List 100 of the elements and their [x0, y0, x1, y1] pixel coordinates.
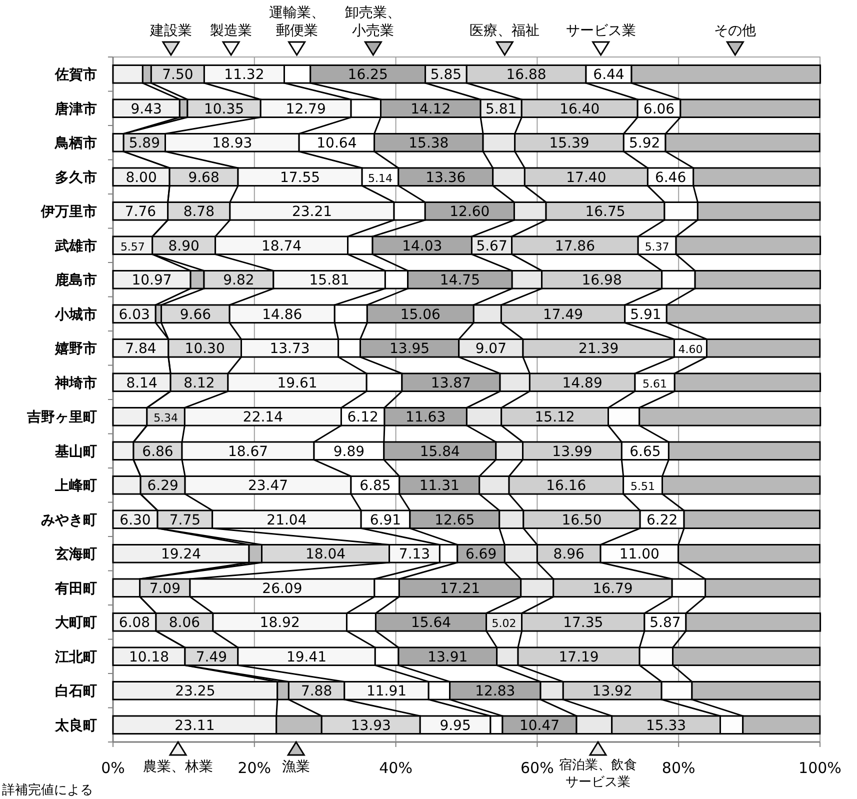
data-label: 10.64 [316, 136, 357, 152]
data-label: 13.95 [390, 341, 430, 358]
data-label: 23.47 [248, 478, 288, 494]
data-label: 22.14 [242, 410, 284, 426]
y-tick-label: 太良町 [54, 716, 97, 734]
data-label: 10.30 [184, 341, 225, 358]
data-label: 11.63 [406, 410, 446, 426]
data-label: 11.32 [224, 67, 264, 84]
y-tick-label: 玄海町 [54, 546, 97, 563]
data-label: 15.33 [646, 718, 686, 734]
data-label: 6.22 [646, 512, 678, 528]
data-label: 6.06 [643, 101, 675, 118]
x-tick-label: 0% [101, 759, 125, 777]
data-label: 10.47 [519, 718, 560, 734]
data-label: 26.09 [262, 580, 302, 597]
data-label: 8.96 [553, 546, 585, 563]
data-label: 14.12 [410, 101, 451, 118]
data-label: 5.89 [128, 136, 160, 152]
data-label: 5.87 [650, 615, 681, 632]
y-tick-label: 小城市 [54, 306, 97, 323]
data-label: 6.91 [370, 512, 402, 528]
x-tick-label: 100% [798, 759, 842, 777]
data-label: 7.09 [149, 580, 181, 597]
data-label: 5.61 [642, 377, 668, 390]
legend-label: 宿泊業、飲食サービス業 [559, 758, 637, 790]
data-label: 9.66 [180, 306, 212, 323]
data-label: 21.39 [578, 341, 619, 358]
data-label: 5.57 [120, 240, 145, 254]
data-label: 17.40 [566, 170, 606, 186]
data-label: 12.83 [475, 684, 516, 700]
data-label: 12.65 [434, 512, 475, 528]
data-label: 16.88 [506, 67, 546, 84]
data-label: 12.79 [286, 101, 326, 118]
data-label: 11.31 [419, 478, 460, 494]
data-label: 5.02 [492, 617, 516, 630]
data-label: 14.89 [562, 375, 602, 392]
data-label: 17.21 [440, 580, 480, 597]
data-label: 15.38 [408, 136, 449, 152]
data-label: 5.34 [154, 412, 178, 425]
data-label: 23.21 [292, 204, 332, 220]
data-label: 7.50 [162, 67, 194, 84]
y-tick-label: みやき町 [41, 512, 97, 528]
data-label: 5.51 [630, 480, 656, 494]
data-label: 5.37 [644, 240, 670, 254]
y-tick-label: 有田町 [54, 580, 97, 597]
data-label: 10.97 [132, 272, 172, 289]
data-label: 17.49 [542, 306, 584, 323]
data-label: 14.75 [440, 272, 480, 289]
data-label: 14.86 [262, 306, 302, 323]
data-label: 13.92 [592, 684, 632, 700]
y-tick-label: 武雄市 [54, 237, 97, 254]
data-label: 13.87 [430, 375, 472, 392]
data-label: 17.55 [280, 170, 320, 186]
x-tick-label: 60% [520, 759, 554, 777]
legend-label: 漁業 [282, 759, 310, 775]
data-label: 18.04 [305, 546, 346, 563]
y-tick-label: 佐賀市 [54, 66, 97, 84]
data-label: 6.69 [465, 546, 497, 563]
series-label: 卸売業、小売業 [344, 4, 402, 40]
data-label: 16.98 [582, 272, 622, 289]
data-label: 7.75 [169, 512, 201, 528]
data-label: 19.24 [160, 546, 202, 563]
y-tick-label: 吉野ヶ里町 [26, 410, 97, 426]
data-label: 8.78 [183, 204, 214, 220]
data-label: 13.73 [270, 341, 310, 358]
y-tick-label: 鹿島市 [54, 272, 97, 289]
y-tick-label: 嬉野市 [54, 340, 97, 358]
data-label: 7.13 [398, 546, 430, 563]
data-label: 6.29 [147, 478, 178, 494]
data-label: 6.65 [630, 444, 661, 460]
data-label: 5.91 [630, 306, 662, 323]
data-label: 18.93 [212, 136, 252, 152]
data-label: 9.07 [475, 341, 507, 358]
data-label: 19.61 [277, 375, 318, 392]
data-label: 16.16 [546, 478, 586, 494]
data-label: 6.44 [593, 67, 624, 84]
series-label: サービス業 [564, 22, 637, 40]
data-label: 6.46 [654, 170, 686, 186]
data-label: 11.91 [366, 684, 407, 700]
data-label: 16.79 [592, 580, 633, 597]
data-label: 10.35 [204, 101, 244, 118]
y-tick-label: 鳥栖市 [54, 134, 97, 152]
data-label: 7.76 [124, 204, 156, 220]
data-label: 10.18 [128, 649, 170, 666]
data-label: 6.30 [120, 512, 151, 528]
data-label: 6.12 [347, 410, 378, 426]
data-label: 16.50 [562, 512, 602, 528]
data-label: 6.86 [142, 444, 174, 460]
data-label: 6.08 [118, 615, 150, 632]
series-label: 建設業 [148, 22, 193, 40]
data-label: 5.85 [430, 67, 462, 84]
data-label: 15.64 [410, 615, 452, 632]
y-tick-label: 多久市 [55, 168, 97, 186]
data-label: 13.36 [426, 170, 466, 186]
data-label: 9.43 [130, 101, 162, 118]
data-label: 5.92 [629, 136, 660, 152]
data-label: 6.85 [360, 478, 391, 494]
data-label: 7.84 [125, 341, 156, 358]
data-label: 7.49 [196, 649, 228, 666]
data-label: 13.91 [428, 649, 468, 666]
